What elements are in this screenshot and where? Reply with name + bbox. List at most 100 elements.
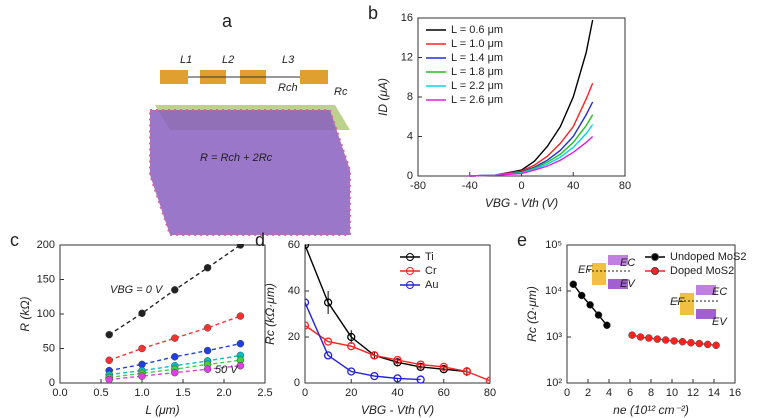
- annotation: EF: [578, 264, 593, 276]
- x-tick-label: 2.5: [257, 387, 272, 399]
- data-point: [370, 351, 379, 360]
- device-diagram: a L1 L2 L3 Rch Rc R = Rch + 2Rc: [149, 11, 351, 236]
- annotation: EV: [712, 316, 728, 328]
- x-tick-label: 80: [484, 387, 496, 399]
- y-tick-label: 100: [37, 308, 55, 320]
- band-inset: [696, 285, 716, 295]
- y-tick-label: 10²: [546, 377, 562, 389]
- x-tick-label: 0.0: [52, 387, 67, 399]
- data-point: [703, 340, 712, 349]
- data-point: [236, 312, 245, 320]
- data-point: [305, 244, 310, 250]
- y-tick-label: 150: [37, 273, 55, 285]
- plot-area: [305, 244, 490, 384]
- data-point: [347, 332, 356, 342]
- data-point: [416, 362, 425, 372]
- y-tick-label: 60: [288, 239, 300, 251]
- data-point: [203, 365, 212, 373]
- data-point: [628, 331, 636, 339]
- x-tick-label: -80: [410, 180, 426, 192]
- band-inset: [608, 279, 628, 289]
- annotation: EV: [620, 278, 636, 290]
- substrate: [150, 110, 350, 235]
- y-tick-label: 8: [407, 91, 413, 103]
- legend-marker: [406, 281, 414, 289]
- data-point: [645, 334, 653, 342]
- y-tick-label: 50: [43, 342, 55, 354]
- annotation: VBG = 0 V: [110, 284, 164, 296]
- x-tick-label: 20: [345, 387, 357, 399]
- data-point: [370, 371, 379, 381]
- data-point: [236, 362, 245, 370]
- legend-label: L = 0.6 μm: [451, 24, 503, 36]
- series-line: [469, 101, 594, 177]
- x-tick-label: 40: [391, 387, 403, 399]
- data-point: [439, 362, 448, 372]
- series-line: [305, 302, 421, 381]
- y-tick-label: 0: [49, 377, 55, 389]
- x-tick-label: 0.5: [93, 387, 108, 399]
- x-axis-title: VBG - Vth (V): [485, 196, 558, 210]
- x-tick-label: 8: [648, 387, 654, 399]
- legend-label: Doped MoS2: [670, 265, 734, 277]
- x-tick-label: 0: [518, 180, 524, 192]
- legend-label: L = 1.8 μm: [451, 66, 503, 78]
- x-tick-label: 14: [708, 387, 720, 399]
- diagram-label: Rc: [334, 86, 348, 98]
- x-tick-label: 80: [619, 180, 631, 192]
- band-inset: [680, 293, 694, 315]
- data-point: [439, 365, 448, 374]
- y-tick-label: 0: [294, 377, 300, 389]
- plot-frame: [59, 244, 266, 384]
- x-tick-label: 0: [302, 387, 308, 399]
- contact: [300, 70, 328, 84]
- data-point: [485, 376, 490, 384]
- data-point: [305, 298, 310, 307]
- data-point: [171, 286, 179, 294]
- y-tick-label: 10³: [546, 331, 562, 343]
- diagram-label: L3: [282, 54, 295, 66]
- x-tick-label: 16: [729, 387, 741, 399]
- data-point: [416, 360, 425, 369]
- data-point: [347, 342, 356, 351]
- y-tick-label: 0: [407, 170, 413, 182]
- data-point: [393, 358, 402, 367]
- data-point: [236, 339, 245, 348]
- y-tick-label: 12: [401, 51, 413, 63]
- data-point: [569, 280, 578, 289]
- data-point: [670, 337, 678, 345]
- series-line: [305, 324, 490, 382]
- data-point: [393, 355, 402, 365]
- x-tick-label: 6: [627, 387, 633, 399]
- legend-label: Undoped MoS2: [670, 251, 746, 263]
- x-tick-label: 1.5: [175, 387, 190, 399]
- data-point: [586, 301, 594, 309]
- x-tick-label: 10: [666, 387, 678, 399]
- legend-label: L = 2.2 μm: [451, 80, 503, 92]
- data-point: [678, 337, 687, 346]
- diagram-label: L2: [222, 54, 234, 66]
- annotation: EC: [712, 286, 727, 298]
- legend-marker: [406, 253, 414, 261]
- plot-area: [105, 244, 245, 384]
- data-point: [594, 311, 603, 319]
- band-inset: [696, 309, 716, 319]
- annotation: 50 V: [215, 364, 239, 376]
- series-line: [469, 135, 594, 177]
- legend-label: Ti: [425, 251, 434, 263]
- y-axis-title: R (kΩ): [18, 296, 32, 331]
- data-point: [393, 374, 402, 383]
- y-tick-label: 16: [401, 12, 413, 24]
- data-point: [105, 375, 113, 384]
- data-point: [462, 367, 472, 376]
- annotation: EF: [670, 296, 685, 308]
- legend-marker: [406, 267, 414, 275]
- y-axis-title: Rc (Ω·μm): [525, 286, 539, 342]
- x-axis-title: L (μm): [145, 403, 179, 417]
- x-tick-label: 2: [585, 387, 591, 399]
- data-point: [323, 298, 333, 307]
- y-tick-label: 200: [37, 239, 55, 251]
- data-point: [171, 353, 179, 361]
- legend-label: L = 1.0 μm: [451, 38, 503, 50]
- x-tick-label: -40: [462, 180, 478, 192]
